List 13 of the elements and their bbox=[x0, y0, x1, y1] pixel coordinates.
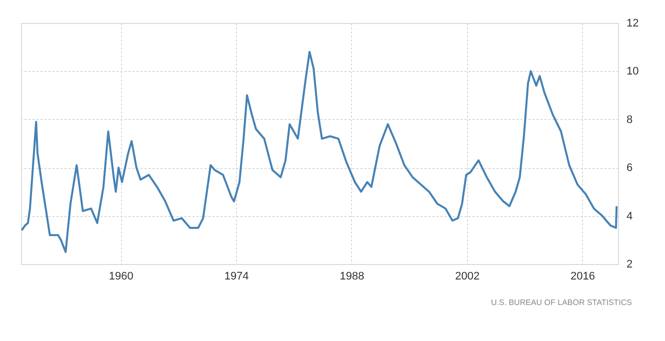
y-tick-label: 2 bbox=[626, 258, 633, 270]
line-series bbox=[20, 50, 618, 253]
y-tick-label: 6 bbox=[626, 162, 633, 174]
y-tick-label: 4 bbox=[626, 210, 633, 222]
x-tick-label: 2002 bbox=[455, 270, 480, 282]
text: U.S. BUREAU OF LABOR STATISTICS bbox=[490, 298, 632, 307]
x-tick-label: 1988 bbox=[340, 270, 364, 282]
y-tick-label: 12 bbox=[626, 18, 639, 30]
x-tick-label: 2016 bbox=[570, 270, 596, 282]
x-tick-label: 1974 bbox=[224, 270, 249, 282]
y-tick-label: 8 bbox=[626, 114, 633, 126]
x-tick-label: 1960 bbox=[108, 270, 134, 282]
y-tick-label: 10 bbox=[626, 66, 639, 78]
